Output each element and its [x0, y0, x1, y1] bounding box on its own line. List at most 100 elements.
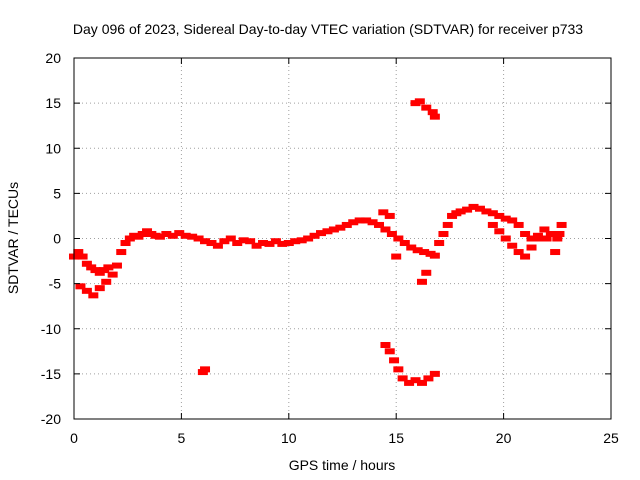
data-point — [539, 226, 550, 233]
data-point — [245, 238, 256, 245]
y-axis-label: SDTVAR / TECUs — [5, 182, 21, 294]
data-point — [386, 230, 397, 237]
data-point — [238, 237, 249, 244]
data-point — [296, 237, 307, 244]
y-tick-label: -5 — [49, 276, 62, 292]
data-point — [406, 244, 417, 251]
data-point — [552, 235, 563, 242]
y-tick-label: 0 — [53, 231, 61, 247]
x-tick-label: 0 — [70, 430, 78, 446]
data-point — [442, 221, 453, 228]
data-point — [399, 240, 410, 247]
data-point — [507, 217, 518, 224]
data-point — [107, 271, 118, 278]
x-tick-label: 20 — [496, 430, 512, 446]
data-point — [303, 235, 314, 242]
y-tick-label: 5 — [53, 185, 61, 201]
data-point — [550, 249, 561, 256]
data-point — [384, 348, 395, 355]
data-point — [429, 370, 440, 377]
data-point — [429, 252, 440, 259]
data-point — [161, 230, 172, 237]
data-point — [487, 221, 498, 228]
y-tick-label: 15 — [45, 95, 61, 111]
data-point — [283, 240, 294, 247]
data-point — [120, 240, 131, 247]
y-tick-label: -15 — [41, 366, 61, 382]
data-point — [380, 226, 391, 233]
data-point — [81, 260, 92, 267]
data-point — [391, 253, 402, 260]
data-point — [206, 240, 217, 247]
data-point — [73, 249, 84, 256]
data-point — [556, 221, 567, 228]
data-point — [393, 235, 404, 242]
data-point — [380, 341, 391, 348]
data-point — [494, 228, 505, 235]
data-point — [384, 212, 395, 219]
data-point — [438, 230, 449, 237]
data-point — [309, 232, 320, 239]
data-point — [526, 244, 537, 251]
data-point — [554, 230, 565, 237]
data-point — [494, 212, 505, 219]
data-point — [421, 104, 432, 111]
x-axis-label: GPS time / hours — [289, 457, 396, 473]
data-point — [212, 242, 223, 249]
y-tick-label: 10 — [45, 140, 61, 156]
data-point — [290, 238, 301, 245]
y-tick-label: -10 — [41, 321, 61, 337]
data-point — [404, 379, 415, 386]
data-point — [348, 219, 359, 226]
data-point — [187, 233, 198, 240]
data-point — [180, 232, 191, 239]
data-point — [270, 238, 281, 245]
data-point — [427, 109, 438, 116]
x-tick-label: 10 — [281, 430, 297, 446]
x-tick-label: 5 — [178, 430, 186, 446]
data-point — [103, 264, 114, 271]
data-point — [434, 240, 445, 247]
data-point — [393, 366, 404, 373]
chart-title: Day 096 of 2023, Sidereal Day-to-day VTE… — [73, 21, 583, 37]
x-tick-label: 25 — [603, 430, 619, 446]
data-points — [69, 98, 567, 386]
data-point — [513, 221, 524, 228]
data-point — [374, 221, 385, 228]
data-point — [75, 283, 86, 290]
data-point — [193, 235, 204, 242]
data-point — [111, 262, 122, 269]
data-point — [154, 233, 165, 240]
data-point — [81, 287, 92, 294]
data-point — [367, 219, 378, 226]
y-tick-label: 20 — [45, 50, 61, 66]
data-point — [526, 235, 537, 242]
data-point — [94, 285, 105, 292]
data-point — [455, 208, 466, 215]
data-point — [414, 98, 425, 105]
data-point — [513, 249, 524, 256]
data-point — [419, 249, 430, 256]
data-point — [328, 226, 339, 233]
data-point — [416, 278, 427, 285]
data-point — [335, 224, 346, 231]
y-tick-label: -20 — [41, 411, 61, 427]
data-point — [541, 235, 552, 242]
data-point — [264, 240, 275, 247]
x-tick-label: 15 — [388, 430, 404, 446]
data-point — [507, 242, 518, 249]
data-point — [200, 366, 211, 373]
data-point — [416, 379, 427, 386]
data-point — [481, 208, 492, 215]
data-point — [174, 230, 185, 237]
axis-ticks: 0 5 10 15 20 25 -20 -15 -10 -5 0 5 10 15 20 — [41, 50, 619, 446]
data-point — [487, 210, 498, 217]
data-point — [423, 375, 434, 382]
data-point — [412, 247, 423, 254]
data-point — [389, 357, 400, 364]
data-point — [500, 235, 511, 242]
data-point — [116, 249, 127, 256]
data-point — [341, 221, 352, 228]
grid-lines — [74, 58, 611, 419]
